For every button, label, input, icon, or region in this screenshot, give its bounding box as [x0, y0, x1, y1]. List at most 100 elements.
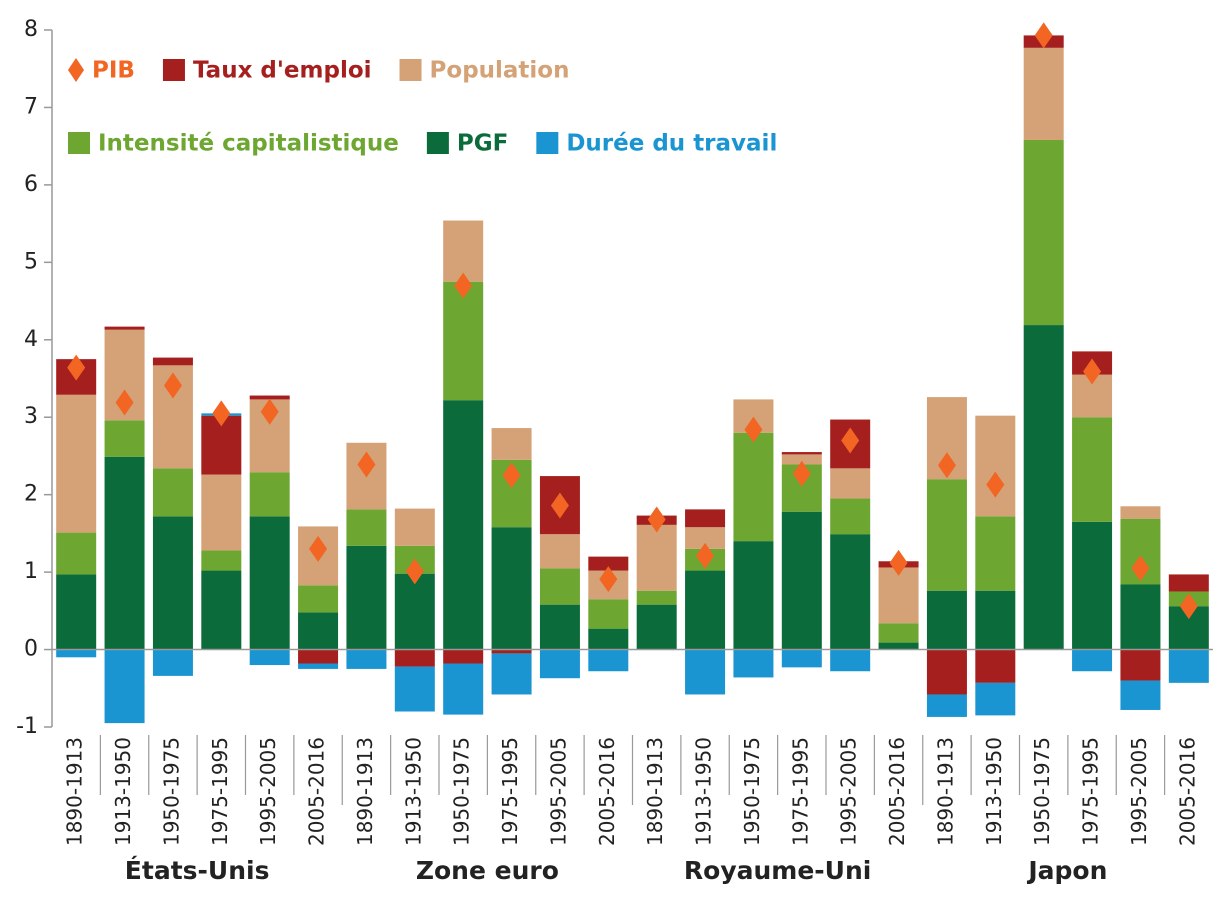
diamond-marker: [841, 427, 860, 454]
x-tick-label: 1890-1913: [353, 737, 377, 846]
x-tick-label: 1950-1975: [740, 737, 764, 846]
bar-segment: [201, 474, 242, 551]
diamond-marker: [647, 506, 666, 533]
bar-segment: [781, 511, 822, 650]
diamond-marker: [454, 272, 473, 299]
bar-segment: [443, 649, 484, 664]
legend-label: Population: [430, 58, 570, 84]
bar-segment: [1072, 649, 1113, 672]
bar-segment: [1120, 649, 1161, 681]
diamond-marker: [550, 492, 569, 519]
bar-segment: [830, 534, 871, 650]
bar-segment: [491, 527, 532, 650]
bar-segment: [1023, 325, 1064, 650]
legend-swatch: [399, 59, 422, 81]
bar-segment: [394, 573, 435, 650]
bar-segment: [781, 454, 822, 465]
bar-segment: [1072, 521, 1113, 650]
bar-segment: [975, 682, 1016, 716]
diamond-marker: [357, 451, 376, 478]
bar-segment: [588, 556, 629, 571]
legend-swatch: [426, 132, 449, 154]
bar-segment: [588, 599, 629, 629]
x-tick-label: 2005-2016: [885, 737, 909, 846]
x-tick-label: 1913-1950: [401, 737, 425, 846]
legend-label: Intensité capitalistique: [98, 131, 399, 157]
bar-segment: [926, 590, 967, 650]
bar-segment: [346, 545, 387, 650]
bar-segment: [830, 468, 871, 499]
diamond-marker: [163, 372, 182, 399]
bar-segment: [298, 585, 339, 613]
diamond-marker: [696, 542, 715, 569]
bar-segment: [443, 220, 484, 282]
bar-segment: [443, 400, 484, 650]
x-tick-label: 1890-1913: [933, 737, 957, 846]
bar-segment: [926, 479, 967, 591]
bar-segment: [733, 649, 774, 678]
bar-segment: [733, 432, 774, 542]
bar-segment: [539, 649, 580, 679]
bar-segment: [249, 472, 290, 517]
bar-segment: [104, 456, 145, 650]
legend-marker: [68, 58, 84, 82]
bar-segment: [394, 649, 435, 667]
y-tick-label: 8: [24, 17, 38, 42]
diamond-marker: [405, 558, 424, 585]
bar-segment: [926, 649, 967, 695]
bar-segment: [926, 694, 967, 717]
bar-segment: [539, 568, 580, 605]
bar-segment: [1120, 584, 1161, 650]
x-tick-label: 1913-1950: [111, 737, 135, 846]
bar-segment: [975, 516, 1016, 591]
bar-segment: [346, 649, 387, 669]
bar-segment: [298, 649, 339, 664]
y-tick-label: 3: [24, 404, 38, 429]
x-tick-label: 2005-2016: [305, 737, 329, 846]
bar-segment: [588, 628, 629, 650]
x-tick-label: 1995-2005: [256, 737, 280, 846]
bar-segment: [298, 663, 339, 669]
bar-segment: [491, 653, 532, 695]
x-tick-label: 1975-1995: [1079, 737, 1103, 846]
bar-segment: [56, 394, 97, 533]
bar-segment: [878, 642, 919, 650]
group-label: États-Unis: [125, 856, 270, 885]
diamond-marker: [1034, 22, 1053, 49]
bar-segment: [781, 649, 822, 668]
bar-segment: [781, 452, 822, 455]
bar-segment: [249, 516, 290, 650]
bar-segment: [152, 649, 193, 676]
y-tick-label: 4: [24, 327, 38, 352]
legend-swatch: [536, 132, 559, 154]
diamond-marker: [937, 452, 956, 479]
bar-segment: [1168, 649, 1209, 683]
bar-segment: [636, 604, 677, 650]
bar-segment: [878, 623, 919, 643]
diamond-marker: [1131, 555, 1150, 582]
group-label: Royaume-Uni: [684, 856, 871, 885]
bar-segment: [443, 281, 484, 401]
x-tick-label: 1975-1995: [208, 737, 232, 846]
x-tick-label: 1975-1995: [498, 737, 522, 846]
bar-segment: [56, 649, 97, 658]
bar-segment: [443, 663, 484, 715]
x-tick-label: 1975-1995: [788, 737, 812, 846]
bar-segment: [975, 649, 1016, 683]
diamond-marker: [986, 471, 1005, 498]
bar-segment: [394, 508, 435, 546]
bar-segment: [539, 604, 580, 650]
x-tick-label: 2005-2016: [595, 737, 619, 846]
bar-segment: [1120, 506, 1161, 519]
bar-segment: [152, 357, 193, 366]
group-label: Zone euro: [416, 856, 559, 885]
bar-segment: [685, 570, 726, 650]
legend-swatch: [162, 59, 185, 81]
bar-segment: [685, 649, 726, 695]
y-tick-label: 7: [24, 94, 38, 119]
bar-segment: [104, 649, 145, 724]
bar-segment: [1072, 417, 1113, 522]
x-tick-label: 1913-1950: [692, 737, 716, 846]
y-tick-label: 1: [24, 559, 38, 584]
bar-segment: [249, 649, 290, 666]
